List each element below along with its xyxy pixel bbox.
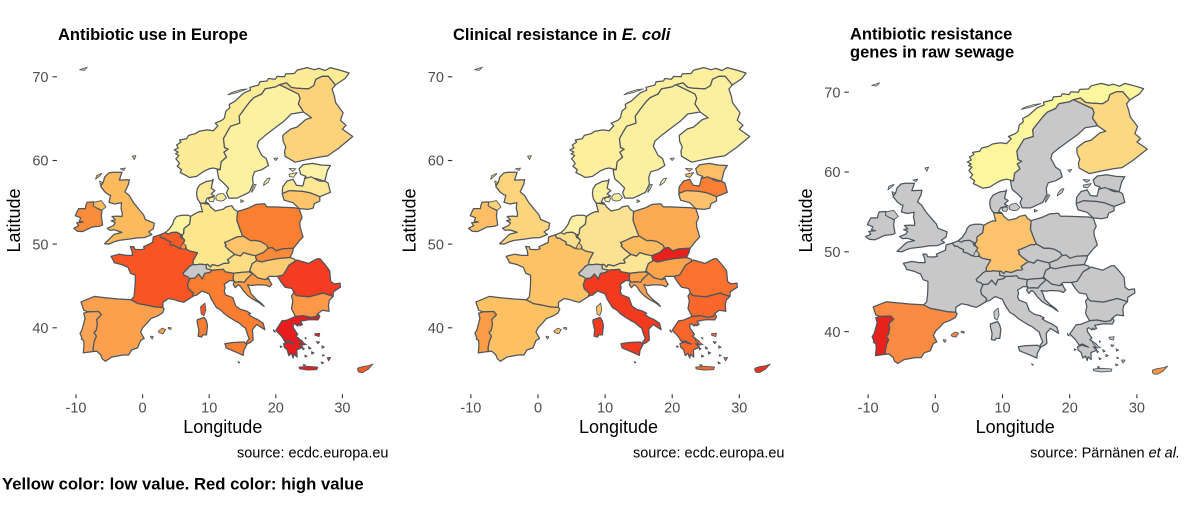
svg-text:Clinical resistance in E. coli: Clinical resistance in E. coli <box>453 26 671 44</box>
svg-text:-10: -10 <box>858 401 879 417</box>
svg-text:0: 0 <box>534 401 542 417</box>
svg-text:30: 30 <box>731 401 747 417</box>
svg-text:70: 70 <box>428 70 444 86</box>
svg-text:70: 70 <box>32 70 48 86</box>
svg-text:20: 20 <box>268 401 284 417</box>
svg-text:30: 30 <box>1129 401 1145 417</box>
svg-text:40: 40 <box>32 321 48 337</box>
svg-text:Longitude: Longitude <box>183 417 262 437</box>
svg-text:50: 50 <box>824 245 840 261</box>
svg-text:-10: -10 <box>66 401 87 417</box>
svg-text:10: 10 <box>994 401 1010 417</box>
svg-text:Yellow color: low value. Red c: Yellow color: low value. Red color: high… <box>2 475 364 494</box>
svg-text:60: 60 <box>32 154 48 170</box>
svg-text:Latitude: Latitude <box>4 188 24 252</box>
svg-text:Longitude: Longitude <box>976 417 1055 437</box>
svg-text:20: 20 <box>664 401 680 417</box>
svg-text:0: 0 <box>139 401 147 417</box>
svg-text:Latitude: Latitude <box>796 188 816 252</box>
svg-text:50: 50 <box>428 237 444 253</box>
svg-text:source: Pärnänen et al.: source: Pärnänen et al. <box>1030 446 1180 462</box>
svg-text:Antibiotic resistance: Antibiotic resistance <box>850 26 1012 44</box>
svg-text:Longitude: Longitude <box>579 417 658 437</box>
svg-text:-10: -10 <box>460 401 481 417</box>
svg-text:70: 70 <box>824 85 840 101</box>
svg-text:40: 40 <box>428 321 444 337</box>
svg-text:genes in raw sewage: genes in raw sewage <box>850 44 1014 62</box>
svg-text:Antibiotic use in Europe: Antibiotic use in Europe <box>58 26 248 44</box>
svg-text:source: ecdc.europa.eu: source: ecdc.europa.eu <box>633 446 785 462</box>
svg-text:0: 0 <box>931 401 939 417</box>
svg-text:60: 60 <box>428 154 444 170</box>
svg-text:10: 10 <box>597 401 613 417</box>
svg-text:60: 60 <box>824 165 840 181</box>
svg-text:Latitude: Latitude <box>399 188 419 252</box>
svg-text:50: 50 <box>32 237 48 253</box>
svg-text:source: ecdc.europa.eu: source: ecdc.europa.eu <box>237 446 389 462</box>
svg-text:40: 40 <box>824 325 840 341</box>
svg-text:20: 20 <box>1062 401 1078 417</box>
svg-text:10: 10 <box>201 401 217 417</box>
svg-text:30: 30 <box>334 401 350 417</box>
